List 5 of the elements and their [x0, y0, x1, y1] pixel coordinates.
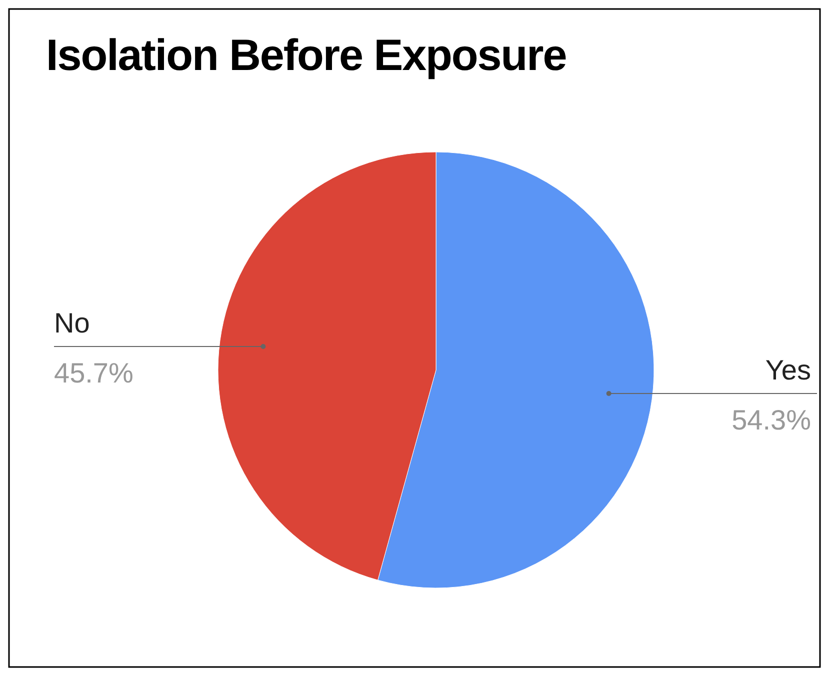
data-label: 54.3% [732, 404, 811, 436]
slice-label: Yes [765, 354, 811, 386]
data-label: 45.7% [54, 358, 134, 389]
slice-label: No [54, 308, 90, 339]
chart-title: Isolation Before Exposure [46, 31, 566, 80]
